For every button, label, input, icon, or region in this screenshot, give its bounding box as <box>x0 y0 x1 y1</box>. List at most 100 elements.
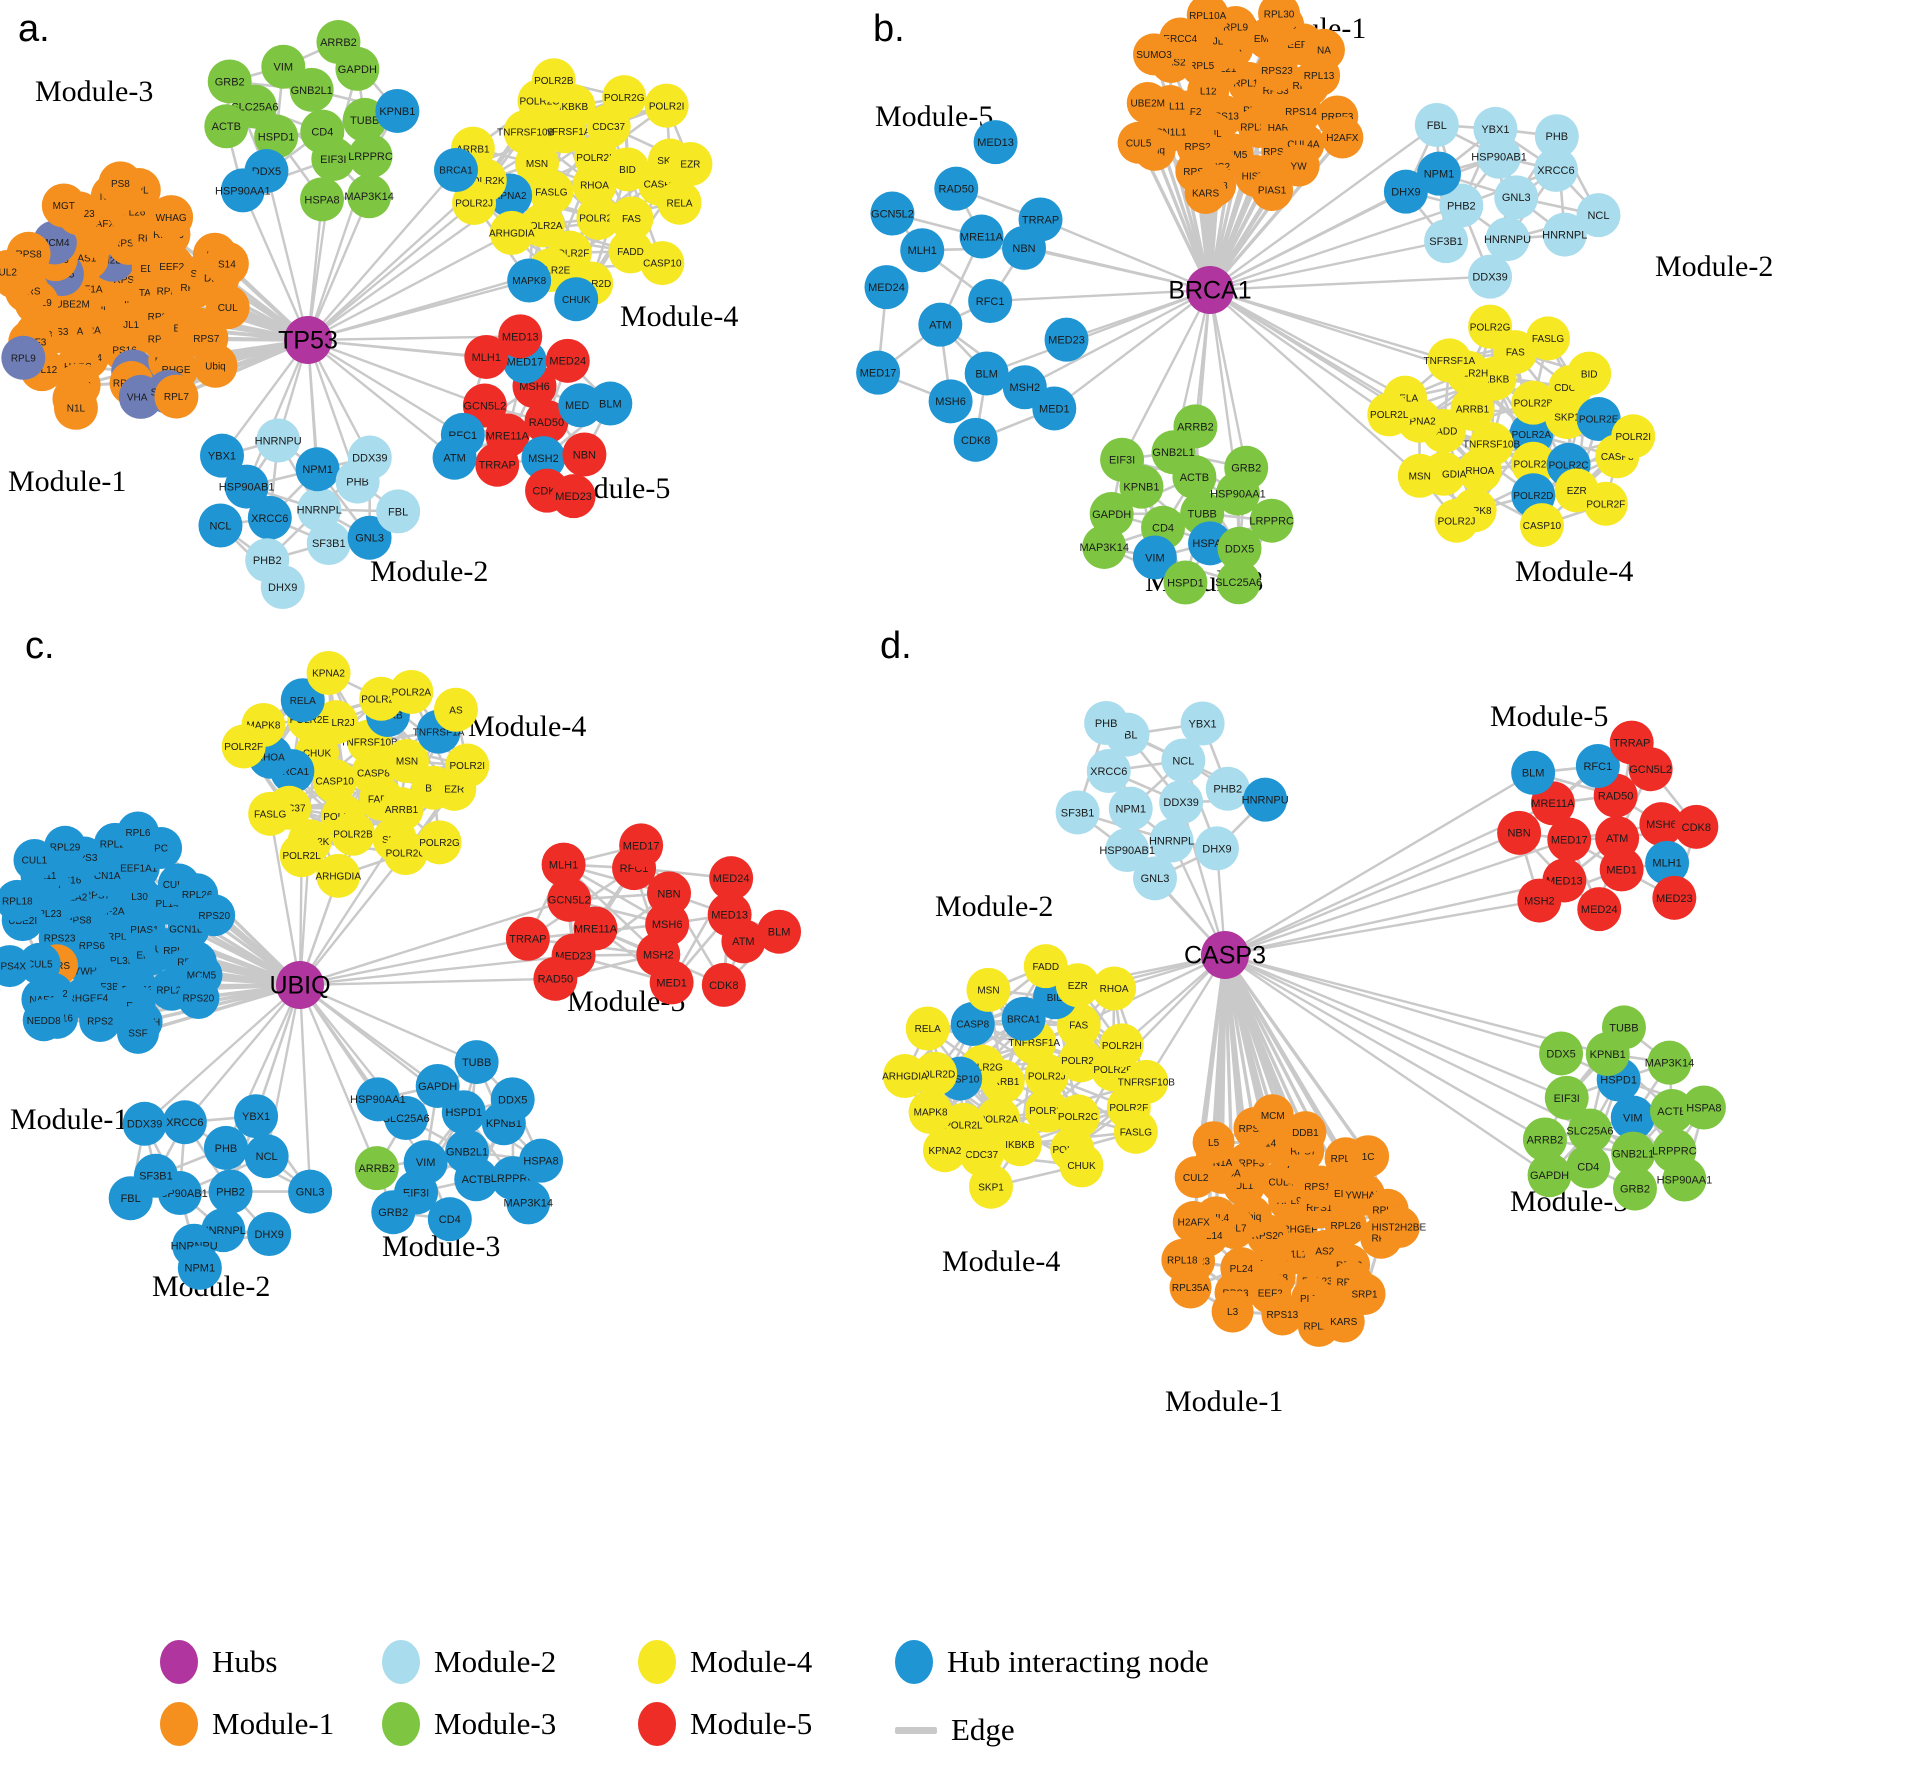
d-m5-mre11a[interactable]: MRE11A <box>1530 781 1575 826</box>
c-m5-med13[interactable]: MED13 <box>707 892 752 937</box>
c-m4-arrb1[interactable]: ARRB1 <box>379 787 424 832</box>
c-m2-hsp90ab1[interactable]: HSP90AB1 <box>152 1171 208 1216</box>
b-m4-polr2i[interactable]: POLR2I <box>1611 414 1656 459</box>
b-m4-msn[interactable]: MSN <box>1397 453 1442 498</box>
d-m2-xrcc6[interactable]: XRCC6 <box>1086 749 1131 793</box>
d-m3-tubb[interactable]: TUBB <box>1601 1005 1646 1050</box>
c-m1-cul1[interactable]: CUL1 <box>13 839 56 882</box>
c-m4-arhgdia[interactable]: ARHGDIA <box>315 853 361 898</box>
a-m3-vim[interactable]: VIM <box>261 44 306 89</box>
d-m3-map3k14[interactable]: MAP3K14 <box>1645 1040 1695 1085</box>
c-m4-polr2d[interactable]: POLR2D <box>321 794 366 839</box>
c-m1-mcm5[interactable]: MCM5 <box>180 954 223 997</box>
d-m5-nbn[interactable]: NBN <box>1497 810 1542 855</box>
c-m1-pl14[interactable]: PL14 <box>146 882 189 925</box>
a-m4-polr2k[interactable]: POLR2K <box>462 158 507 203</box>
b-m2-ybx1[interactable]: YBX1 <box>1473 106 1518 151</box>
d-m2-ddx39[interactable]: DDX39 <box>1159 780 1204 825</box>
b-m1-pias2[interactable]: PIAS2 <box>1150 41 1193 84</box>
c-m2-phb[interactable]: PHB <box>203 1125 248 1170</box>
c-m1-ul2[interactable]: UL2 <box>142 927 185 970</box>
c-m5-trrap[interactable]: TRRAP <box>505 916 550 961</box>
d-m1-cn1l1[interactable]: CN1L1 <box>1270 1232 1313 1275</box>
c-m3-actb[interactable]: ACTB <box>454 1157 499 1202</box>
a-m4-casp10[interactable]: CASP10 <box>640 241 685 286</box>
d-m4-polr2i[interactable]: POLR2I <box>1024 1088 1069 1133</box>
a-m1-prpf3[interactable]: PRPF3 <box>8 320 53 365</box>
d-m4-casp10[interactable]: CASP10 <box>938 1056 983 1101</box>
b-m5-mlh1[interactable]: MLH1 <box>900 228 945 273</box>
b-m3-lrpprc[interactable]: LRPPRC <box>1249 498 1294 543</box>
a-m4-tnfrsf1a[interactable]: TNFRSF1A <box>539 109 591 154</box>
a-m4-arhgdia[interactable]: ARHGDIA <box>489 210 535 255</box>
b-m1-rpl13[interactable]: RPL13 <box>1298 54 1341 97</box>
c-m1-eif2a[interactable]: EIF2A <box>89 889 132 932</box>
d-m4-tnfrsf10b[interactable]: TNFRSF10B <box>1118 1059 1176 1104</box>
a-m2-ybx1[interactable]: YBX1 <box>199 433 244 478</box>
d-m1-rpl10a[interactable]: RPL10A <box>1201 1151 1244 1194</box>
c-m5-cdk8[interactable]: CDK8 <box>701 962 746 1007</box>
c-m5-msh6[interactable]: MSH6 <box>645 902 690 947</box>
b-m4-ezr[interactable]: EZR <box>1554 468 1599 513</box>
b-m4-ikbkb[interactable]: IKBKB <box>1472 356 1517 401</box>
a-m4-polr2f[interactable]: POLR2F <box>547 230 592 275</box>
b-m1-jl1[interactable]: JL1 <box>1199 19 1242 62</box>
c-m5-mre11a[interactable]: MRE11A <box>573 906 618 951</box>
a-m1-tars[interactable]: TARS <box>129 270 174 315</box>
d-m1-rpl11[interactable]: RPL11 <box>1324 1137 1367 1180</box>
b-m1-rpl18[interactable]: RPL18 <box>1227 61 1270 104</box>
a-m4-polr2l[interactable]: POLR2L <box>576 195 621 240</box>
a-m5-atm[interactable]: ATM <box>432 435 477 480</box>
a-m3-slc25a6[interactable]: SLC25A6 <box>231 84 278 129</box>
d-m5-rad50[interactable]: RAD50 <box>1593 773 1638 818</box>
b-m1-yw[interactable]: YW <box>1277 144 1320 187</box>
c-m4-polr2j[interactable]: POLR2J <box>313 700 358 745</box>
a-m1-h2afx[interactable]: H2AFX <box>77 201 122 246</box>
d-m3-slc25a6[interactable]: SLC25A6 <box>1566 1108 1613 1153</box>
a-m4-polr2i[interactable]: POLR2I <box>644 83 689 128</box>
c-m2-fbl[interactable]: FBL <box>108 1176 153 1221</box>
c-m1-nedd8[interactable]: NEDD8 <box>22 999 65 1042</box>
a-m1-rpl9[interactable]: RPL9 <box>1 335 46 380</box>
c-m4-faslg[interactable]: FASLG <box>248 791 293 836</box>
b-m4-skp1[interactable]: SKP1 <box>1545 395 1590 440</box>
c-m4-rela[interactable]: RELA <box>280 678 325 723</box>
a-m2-ncl[interactable]: NCL <box>198 503 243 548</box>
d-m4-arrb1[interactable]: ARRB1 <box>980 1059 1025 1104</box>
d-m5-blm[interactable]: BLM <box>1511 750 1556 795</box>
c-m1-eef1a2[interactable]: EEF1A2 <box>47 876 90 919</box>
d-m1-rpl30[interactable]: RPL30 <box>1330 1261 1373 1304</box>
d-m1-rpl35a[interactable]: RPL35A <box>1169 1266 1212 1309</box>
c-m5-rfc1[interactable]: RFC1 <box>612 846 657 891</box>
a-m3-lrpprc[interactable]: LRPPRC <box>348 134 393 179</box>
c-m5-mlh1[interactable]: MLH1 <box>541 842 586 887</box>
c-m1-rps16[interactable]: RPS16 <box>44 859 87 902</box>
d-m1-mcm[interactable]: MCM <box>1251 1094 1294 1137</box>
c-m1-pias1[interactable]: PIAS1 <box>123 908 166 951</box>
b-m1-ercc4[interactable]: ERCC4 <box>1159 17 1202 60</box>
c-m4-fadd[interactable]: FADD <box>359 776 404 821</box>
d-m4-polr2g[interactable]: POLR2G <box>960 1044 1005 1089</box>
c-m5-blm[interactable]: BLM <box>757 909 802 954</box>
a-m1-rps20[interactable]: RPS20 <box>141 317 186 362</box>
b-m4-arrb1[interactable]: ARRB1 <box>1450 386 1495 431</box>
d-m1-h2afx[interactable]: H2AFX <box>1172 1200 1215 1243</box>
a-m4-rela[interactable]: RELA <box>657 180 702 225</box>
a-m1-sumo3[interactable]: SUMO3 <box>146 369 191 414</box>
c-m1-sf3b3[interactable]: SF3B3 <box>88 965 131 1008</box>
a-m5-med13[interactable]: MED13 <box>498 314 543 359</box>
c-m4-polr2g[interactable]: POLR2G <box>417 820 462 865</box>
b-m3-eif3i[interactable]: EIF3I <box>1100 437 1145 482</box>
c-m1-rpl29[interactable]: RPL29 <box>44 825 87 868</box>
d-m3-vim[interactable]: VIM <box>1610 1095 1655 1140</box>
b-m1-rps15a[interactable]: RPS15A <box>1261 130 1304 173</box>
a-m1-rpl[interactable]: RPL <box>116 168 161 213</box>
b-m2-dhx9[interactable]: DHX9 <box>1383 169 1428 214</box>
a-m5-med1[interactable]: MED1 <box>558 383 603 428</box>
a-m4-mapk8[interactable]: MAPK8 <box>507 258 552 303</box>
b-m5-trrap[interactable]: TRRAP <box>1018 197 1063 242</box>
d-m1-ywhah[interactable]: YWHAH <box>1342 1173 1385 1216</box>
c-m3-hspa8[interactable]: HSPA8 <box>519 1138 564 1183</box>
c-m1-rpl23[interactable]: RPL23 <box>25 892 68 935</box>
b-m5-mre11a[interactable]: MRE11A <box>959 214 1004 259</box>
